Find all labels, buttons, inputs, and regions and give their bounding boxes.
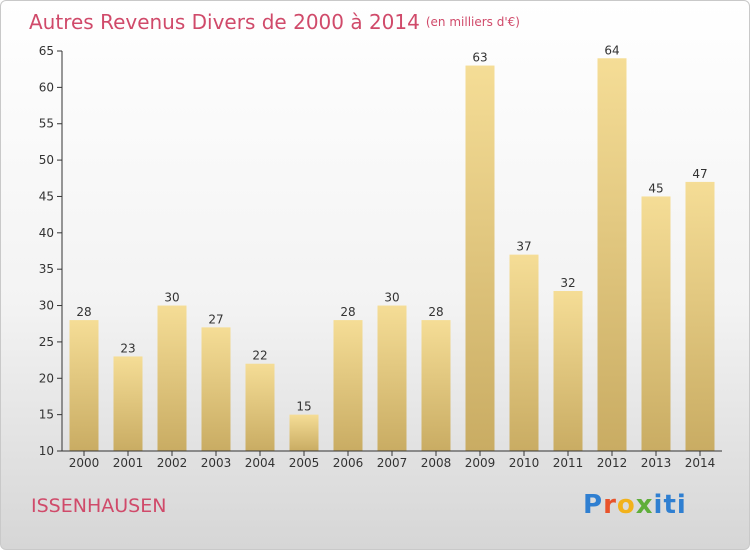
logo-letter-2: r (603, 490, 617, 520)
data-label-2014: 47 (692, 167, 707, 181)
x-tick-label-2010: 2010 (509, 456, 540, 470)
y-tick-label: 25 (39, 335, 54, 349)
data-label-2012: 64 (604, 43, 619, 57)
data-label-2006: 28 (340, 305, 355, 319)
data-label-2009: 63 (472, 51, 487, 65)
x-tick-label-2014: 2014 (685, 456, 716, 470)
logo-letter-1: P (583, 490, 604, 520)
x-tick-label-2004: 2004 (245, 456, 276, 470)
y-tick-label: 45 (39, 189, 54, 203)
x-tick-label-2005: 2005 (289, 456, 320, 470)
x-tick-label-2013: 2013 (641, 456, 672, 470)
bar-2005 (289, 414, 319, 451)
logo-letter-4: x (635, 490, 654, 520)
x-tick-label-2009: 2009 (465, 456, 496, 470)
commune-name: ISSENHAUSEN (31, 495, 167, 517)
bar-2000 (69, 320, 99, 451)
data-label-2002: 30 (164, 291, 179, 305)
x-axis: 2000 2001 2002 2003 2004 2005 2006 2007 2008 2009… (62, 450, 722, 470)
x-tick-label-2008: 2008 (421, 456, 452, 470)
y-tick-label: 15 (39, 408, 54, 422)
data-label-2003: 27 (208, 312, 223, 326)
bar-2014 (685, 181, 715, 451)
data-label-2005: 15 (296, 400, 311, 414)
y-tick-label: 20 (39, 371, 54, 385)
data-label-2010: 37 (516, 240, 531, 254)
data-label-2011: 32 (560, 276, 575, 290)
bar-2006 (333, 320, 363, 451)
x-tick-label-2003: 2003 (201, 456, 232, 470)
bar-2002 (157, 305, 187, 451)
x-tick-label-2007: 2007 (377, 456, 408, 470)
bar-2013 (641, 196, 671, 451)
y-tick-label: 55 (39, 117, 54, 131)
bar-2012 (597, 58, 627, 451)
bar-2003 (201, 327, 231, 451)
x-tick-label-2006: 2006 (333, 456, 364, 470)
logo-letter-3: o (616, 490, 636, 520)
y-tick-label: 50 (39, 153, 54, 167)
x-tick-label-2012: 2012 (597, 456, 628, 470)
x-tick-label-2001: 2001 (113, 456, 144, 470)
chart-subtitle: (en milliers d'€) (425, 15, 520, 29)
bar-2004 (245, 363, 275, 451)
x-tick-label-2000: 2000 (69, 456, 100, 470)
data-label-2007: 30 (384, 291, 399, 305)
y-tick-label: 65 (39, 44, 54, 58)
y-tick-label: 35 (39, 262, 54, 276)
bar-2008 (421, 320, 451, 451)
chart-title-text: Autres Revenus Divers de 2000 à 2014 (29, 10, 420, 34)
x-tick-label-2002: 2002 (157, 456, 188, 470)
logo-letter-5: iti (653, 490, 687, 520)
bar-2009 (465, 65, 495, 451)
x-tick-label-2011: 2011 (553, 456, 584, 470)
bar-2007 (377, 305, 407, 451)
data-label-2008: 28 (428, 305, 443, 319)
data-label-2001: 23 (120, 341, 135, 355)
y-tick-label: 10 (39, 444, 54, 458)
proxiti-logo: Proxiti (583, 490, 687, 520)
data-label-2004: 22 (252, 349, 267, 363)
bar-2010 (509, 254, 539, 451)
bar-2001 (113, 356, 143, 451)
data-label-2013: 45 (648, 181, 663, 195)
y-tick-label: 60 (39, 80, 54, 94)
y-tick-label: 30 (39, 299, 54, 313)
chart-title: Autres Revenus Divers de 2000 à 2014 (en … (29, 10, 520, 34)
y-tick-label: 40 (39, 226, 54, 240)
bar-2011 (553, 291, 583, 451)
y-axis: 10 15 20 25 30 35 40 45 50 55 60 65 (39, 44, 63, 458)
bars: 28 23 30 27 22 15 28 30 28 63 37 32 64 45 47 (69, 43, 715, 451)
data-label-2000: 28 (76, 305, 91, 319)
